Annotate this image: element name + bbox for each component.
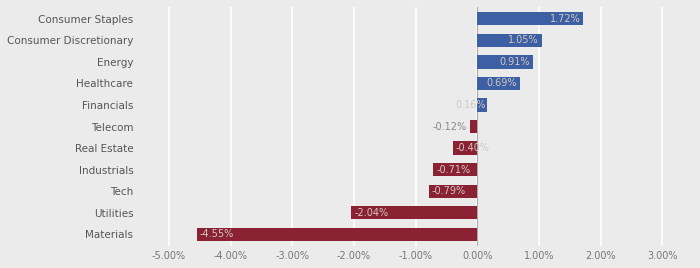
- Text: 0.91%: 0.91%: [500, 57, 531, 67]
- Bar: [433, 163, 477, 176]
- Bar: [351, 206, 477, 219]
- Bar: [477, 12, 583, 25]
- Bar: [477, 34, 542, 47]
- Text: 0.16%: 0.16%: [456, 100, 486, 110]
- Bar: [428, 185, 477, 198]
- Bar: [197, 228, 477, 241]
- Text: 1.72%: 1.72%: [550, 14, 580, 24]
- Text: -0.12%: -0.12%: [433, 122, 467, 132]
- Text: -2.04%: -2.04%: [355, 208, 388, 218]
- Bar: [470, 120, 477, 133]
- Text: -0.79%: -0.79%: [432, 186, 466, 196]
- Text: -4.55%: -4.55%: [199, 229, 234, 239]
- Bar: [453, 142, 477, 155]
- Bar: [477, 77, 520, 90]
- Text: -0.40%: -0.40%: [456, 143, 490, 153]
- Text: 0.69%: 0.69%: [486, 79, 517, 88]
- Text: -0.71%: -0.71%: [437, 165, 470, 175]
- Text: 1.05%: 1.05%: [508, 35, 539, 45]
- Bar: [477, 55, 533, 69]
- Bar: [477, 98, 487, 112]
